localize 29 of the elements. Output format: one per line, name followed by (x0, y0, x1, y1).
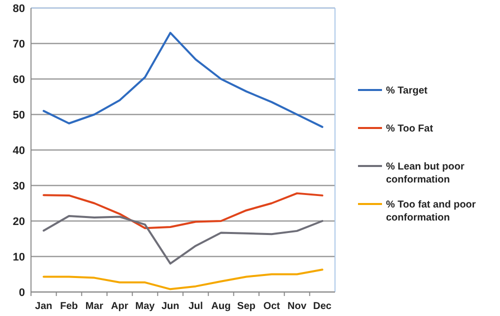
y-tick-label: 60 (12, 74, 25, 86)
x-tick-label: Aug (211, 301, 231, 312)
y-tick-label: 0 (18, 286, 25, 299)
x-tick-label: Feb (60, 301, 78, 312)
legend-label: % Too Fat (386, 124, 434, 134)
y-tick-label: 20 (12, 216, 25, 228)
y-tick-label: 80 (12, 2, 25, 15)
legend-label: % Too fat and poor conformation (386, 200, 476, 224)
y-tick-label: 70 (12, 38, 25, 50)
x-tick-label: Jul (188, 301, 204, 312)
y-tick-label: 40 (12, 144, 25, 157)
x-tick-label: Oct (263, 301, 281, 312)
x-tick-label: Jun (161, 301, 180, 312)
y-tick-label: 30 (12, 180, 25, 192)
x-tick-label: Dec (313, 301, 332, 312)
x-tick-label: Apr (111, 301, 128, 312)
line-series (42, 192, 324, 230)
line-series (42, 32, 324, 128)
x-tick-label: Nov (288, 301, 307, 312)
x-tick-label: Sep (237, 301, 256, 312)
y-tick-label: 10 (12, 251, 25, 264)
line-series (42, 215, 324, 265)
y-tick-label: 50 (12, 109, 25, 122)
x-tick-label: May (135, 301, 156, 312)
legend-label: % Lean but poor conformation (386, 162, 464, 186)
x-tick-label: Mar (85, 301, 104, 312)
line-series (42, 268, 324, 290)
legend-label: % Target (386, 86, 428, 96)
x-tick-label: Jan (35, 301, 52, 312)
